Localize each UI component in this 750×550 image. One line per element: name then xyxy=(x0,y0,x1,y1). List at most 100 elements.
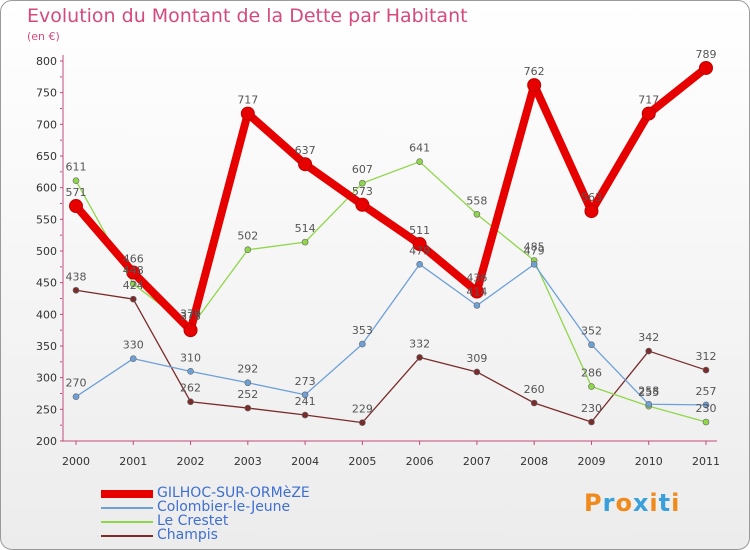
data-label: 479 xyxy=(524,244,545,257)
data-point xyxy=(187,368,194,375)
data-label: 511 xyxy=(409,224,430,237)
data-point xyxy=(72,177,80,184)
data-label: 558 xyxy=(466,194,487,207)
data-point xyxy=(473,210,481,218)
data-point xyxy=(359,179,366,187)
legend-label: GILHOC-SUR-ORMèZE xyxy=(157,485,310,501)
data-label: 262 xyxy=(180,382,201,395)
x-tick-label: 2005 xyxy=(348,455,376,468)
data-label: 789 xyxy=(696,48,717,61)
y-tick-label: 650 xyxy=(36,150,57,163)
data-point xyxy=(469,284,484,299)
data-label: 330 xyxy=(123,339,144,352)
y-tick-label: 350 xyxy=(36,340,57,353)
x-tick-label: 2009 xyxy=(577,455,605,468)
data-label: 353 xyxy=(352,324,373,337)
data-label: 273 xyxy=(295,375,316,388)
y-tick-label: 700 xyxy=(36,118,57,131)
legend-swatch xyxy=(101,521,153,523)
data-label: 607 xyxy=(352,163,373,176)
data-label: 310 xyxy=(180,351,201,364)
x-tick-label: 2001 xyxy=(119,455,147,468)
data-label: 230 xyxy=(581,402,602,415)
data-point xyxy=(355,197,370,212)
data-label: 286 xyxy=(581,367,602,380)
data-point xyxy=(702,401,710,409)
legend-label: Colombier-le-Jeune xyxy=(157,499,291,515)
data-point xyxy=(129,280,137,288)
data-point xyxy=(72,393,80,400)
logo-letter: o xyxy=(615,489,633,517)
y-tick-label: 250 xyxy=(36,403,57,416)
data-label: 252 xyxy=(237,388,258,401)
data-point xyxy=(359,419,366,426)
y-tick-label: 500 xyxy=(36,245,57,258)
data-point xyxy=(530,399,538,407)
data-label: 641 xyxy=(409,142,430,155)
y-tick-label: 200 xyxy=(36,435,57,448)
legend-swatch xyxy=(101,535,153,537)
data-point xyxy=(645,347,653,355)
x-tick-label: 2007 xyxy=(463,455,491,468)
logo-letter: t xyxy=(658,489,672,517)
data-label: 485 xyxy=(524,241,545,254)
series-line-3 xyxy=(75,289,707,424)
data-label: 241 xyxy=(295,395,316,408)
data-point xyxy=(416,354,423,361)
chart-subtitle: (en €) xyxy=(27,30,60,43)
data-point xyxy=(301,391,309,399)
logo-letter: r xyxy=(602,489,616,517)
data-label: 571 xyxy=(66,186,87,199)
data-label: 436 xyxy=(466,272,487,285)
x-tick-label: 2010 xyxy=(635,455,663,468)
y-tick-label: 550 xyxy=(36,213,57,226)
data-point xyxy=(702,366,710,374)
x-tick-label: 2011 xyxy=(692,455,720,468)
data-point xyxy=(416,260,423,268)
data-point xyxy=(584,204,599,219)
data-label: 229 xyxy=(352,403,373,416)
data-label: 312 xyxy=(696,350,717,363)
data-point xyxy=(298,157,313,172)
data-label: 637 xyxy=(295,144,316,157)
x-tick-label: 2008 xyxy=(520,455,548,468)
data-point xyxy=(588,341,595,349)
data-label: 375 xyxy=(180,310,201,323)
data-point xyxy=(645,400,653,408)
data-point xyxy=(588,383,595,390)
y-tick-label: 400 xyxy=(36,308,57,321)
data-point xyxy=(301,238,309,246)
logo-letter: i xyxy=(649,489,659,517)
data-point xyxy=(129,295,137,303)
data-label: 466 xyxy=(123,253,144,266)
data-label: 342 xyxy=(638,331,659,344)
data-point xyxy=(244,404,252,412)
data-point xyxy=(702,418,710,426)
data-point xyxy=(72,286,80,294)
x-tick-label: 2000 xyxy=(62,455,90,468)
data-label: 438 xyxy=(66,270,87,283)
data-label: 352 xyxy=(581,325,602,338)
data-label: 255 xyxy=(638,386,659,399)
data-point xyxy=(359,340,366,348)
data-point xyxy=(530,260,538,268)
data-point xyxy=(240,106,255,121)
legend-swatch xyxy=(101,507,153,509)
data-label: 717 xyxy=(638,94,659,107)
data-point xyxy=(126,265,141,280)
data-point xyxy=(416,158,423,165)
legend-label: Le Crestet xyxy=(157,513,229,529)
data-label: 514 xyxy=(295,222,316,235)
data-point xyxy=(244,246,252,254)
data-label: 230 xyxy=(696,402,717,415)
data-label: 292 xyxy=(237,363,258,376)
logo-letter: x xyxy=(632,489,650,517)
data-point xyxy=(412,237,427,252)
data-label: 379 xyxy=(180,308,201,321)
legend-label: Champis xyxy=(157,527,218,543)
data-label: 717 xyxy=(237,94,258,107)
proxiti-logo: Proxiti xyxy=(584,489,680,517)
data-point xyxy=(473,302,481,309)
